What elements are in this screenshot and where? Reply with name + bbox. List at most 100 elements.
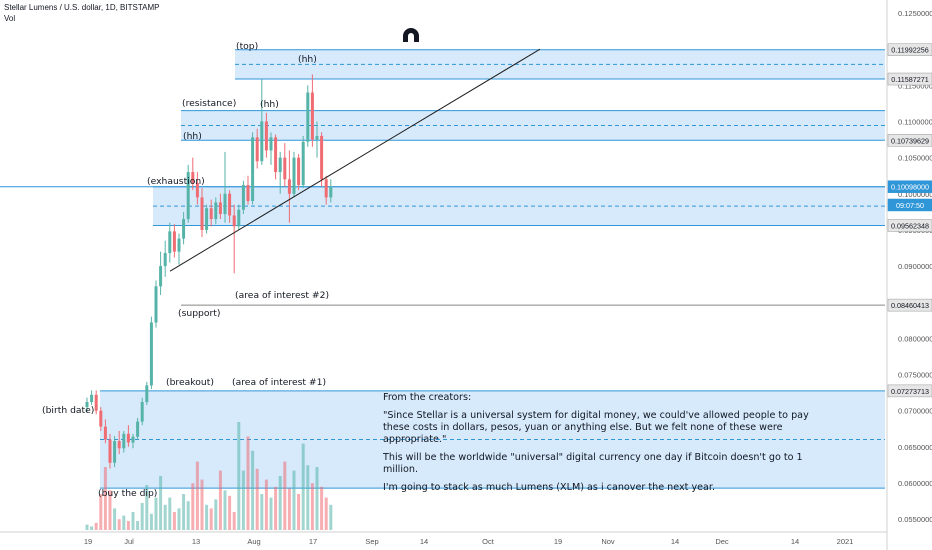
volume-bar [214, 499, 218, 530]
volume-bar [122, 515, 126, 530]
candle-body [274, 137, 278, 173]
candle-body [237, 209, 241, 227]
x-tick-label: Aug [247, 537, 260, 546]
volume-bar [269, 497, 273, 530]
candle-body [241, 185, 245, 210]
price-tag-label: 09:07:50 [896, 201, 924, 210]
candle-body [182, 219, 186, 239]
x-tick-label: 14 [791, 537, 799, 546]
annotation-label: (area of interest #2) [235, 290, 329, 301]
volume-label: Vol [4, 14, 16, 23]
candle-body [324, 179, 328, 198]
annotation-label: (hh) [260, 99, 279, 110]
volume-bar [90, 526, 94, 530]
volume-bar [177, 508, 181, 530]
x-tick-label: Nov [601, 537, 615, 546]
volume-bar [310, 483, 314, 530]
volume-bar [182, 494, 186, 530]
x-tick-label: 2021 [837, 537, 854, 546]
volume-bar [315, 467, 319, 530]
note-line-2: This will be the worldwide "universal" d… [383, 452, 803, 475]
x-tick-label: Jul [124, 537, 134, 546]
candle-body [260, 121, 264, 162]
magnet-icon[interactable] [401, 26, 421, 48]
volume-bar [228, 495, 232, 530]
price-tag-label: 0.09562348 [891, 221, 929, 230]
volume-bar [297, 494, 301, 530]
candle-body [278, 157, 282, 173]
candle-body [228, 193, 232, 216]
candle-body [200, 197, 204, 230]
candle-body [90, 394, 94, 403]
price-axis-bg [887, 0, 932, 550]
annotation-label: (hh) [298, 54, 317, 65]
volume-bar [94, 522, 98, 530]
volume-bar [292, 470, 296, 530]
candle-body [283, 157, 287, 180]
x-tick-label: 19 [554, 537, 562, 546]
annotation-label: (buy the dip) [98, 488, 157, 499]
volume-bar [163, 504, 167, 530]
volume-bar [237, 422, 241, 530]
note-line-3: I'm going to stack as much Lumens (XLM) … [383, 482, 716, 493]
candle-body [310, 92, 314, 140]
candle-body [177, 238, 181, 252]
annotation-label: (hh) [183, 131, 202, 142]
x-tick-label: Sep [365, 537, 378, 546]
annotation-label: (support) [178, 308, 220, 319]
candle-body [287, 179, 291, 194]
price-tag [887, 219, 932, 232]
candle-body [186, 172, 190, 220]
candle-body [85, 402, 89, 408]
volume-bar [320, 486, 324, 530]
volume-bar [329, 504, 333, 530]
volume-bar [159, 476, 163, 530]
volume-bar [200, 479, 204, 530]
x-tick-label: 19 [84, 537, 92, 546]
candle-body [163, 253, 167, 267]
symbol-title: Stellar Lumens / U.S. dollar, 1D, BITSTA… [4, 3, 160, 12]
annotation-label: (exhaustion) [147, 176, 205, 187]
candle-body [223, 193, 227, 215]
volume-bar [85, 524, 89, 530]
candle-body [168, 231, 172, 254]
candle-body [191, 172, 195, 183]
candle-body [113, 441, 117, 463]
candle-body [126, 433, 130, 443]
candle-body [320, 135, 324, 180]
candle-body [297, 157, 301, 186]
candle-body [292, 157, 296, 194]
candle-body [209, 208, 213, 220]
candle-body [214, 202, 218, 220]
volume-bar [223, 490, 227, 530]
price-tag [887, 43, 932, 56]
note-quote: "Since Stellar is a universal system for… [383, 410, 809, 445]
candle-body [108, 439, 112, 463]
candle-body [195, 182, 199, 198]
volume-bar [260, 494, 264, 530]
candle-body [306, 92, 310, 142]
volume-bar [324, 497, 328, 530]
volume-bar [218, 470, 222, 530]
annotation-label: (area of interest #1) [232, 377, 326, 388]
annotation-label: (breakout) [166, 377, 214, 388]
price-tag [887, 298, 932, 312]
candle-body [159, 266, 163, 287]
annotation-label: (birth date) [42, 405, 94, 416]
volume-bar [191, 483, 195, 530]
volume-bar [255, 468, 259, 530]
price-tag-label: 0.08460413 [891, 301, 929, 310]
candle-body [251, 137, 255, 202]
candle-body [136, 421, 140, 437]
volume-bar [126, 521, 130, 530]
price-tag-label: 0.10098000 [891, 183, 929, 192]
